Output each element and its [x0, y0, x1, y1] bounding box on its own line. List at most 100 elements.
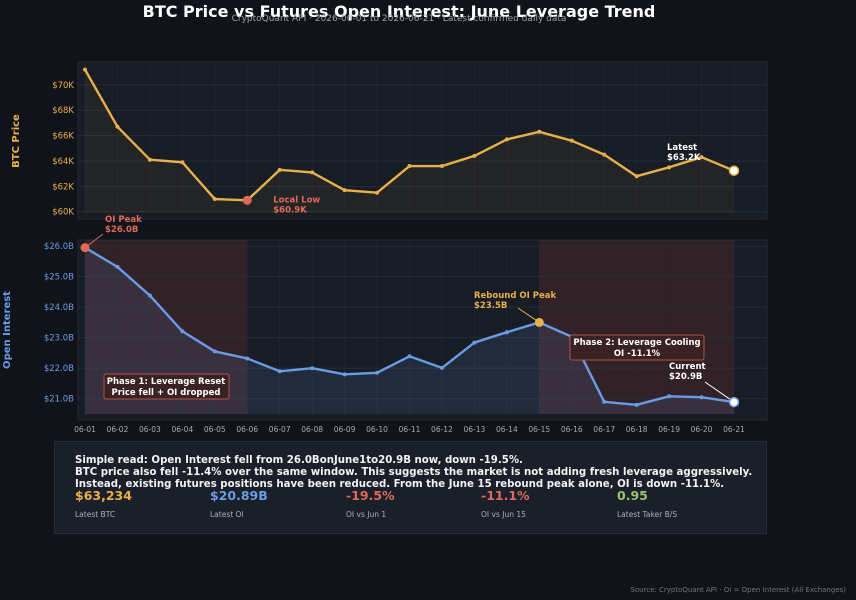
metric-label: Latest BTC	[75, 510, 116, 519]
data-point	[407, 164, 412, 169]
x-tick-label: 06-09	[334, 425, 356, 434]
annotation-arrow	[704, 381, 735, 403]
x-tick-label: 06-08	[301, 425, 323, 434]
metric-value: $20.89B	[210, 488, 268, 503]
local-low-marker	[242, 195, 252, 205]
price-panel	[77, 61, 768, 220]
y-tick-label: $60K	[52, 208, 74, 218]
y-tick-label: $64K	[52, 157, 74, 167]
data-point	[602, 152, 607, 157]
latest-price-marker	[728, 165, 740, 176]
data-point	[602, 399, 607, 404]
phase-title: Phase 2: Leverage Cooling	[573, 338, 700, 348]
annotation-label: Current	[669, 362, 706, 372]
x-tick-label: 06-21	[723, 425, 745, 434]
annotation-label: Rebound OI Peak	[474, 291, 556, 301]
data-point	[310, 366, 315, 371]
phase-2-box	[569, 334, 705, 361]
data-point	[407, 354, 412, 359]
chart-title: BTC Price vs Futures Open Interest: June…	[142, 2, 656, 21]
metric-value: -11.1%	[481, 488, 530, 503]
annotation-value: $63.2K	[667, 153, 701, 163]
y-tick-label: $70K	[52, 81, 74, 91]
y-tick-label: $26.0B	[44, 242, 74, 252]
summary-panel: Simple read: Open Interest fell from 26.…	[54, 441, 767, 534]
data-point	[115, 264, 120, 269]
x-tick-label: 06-04	[171, 425, 193, 434]
x-tick-label: 06-20	[691, 425, 713, 434]
y-tick-label: $23.0B	[44, 334, 74, 344]
annotation-value: $26.0B	[105, 225, 138, 235]
metric-value: 0.95	[617, 488, 648, 503]
phase-detail: Price fell + OI dropped	[112, 388, 221, 398]
x-tick-label: 06-11	[399, 425, 421, 434]
data-point	[83, 67, 87, 72]
data-point	[472, 153, 477, 158]
data-point	[147, 293, 152, 298]
chart-canvas: $60K $62K $64K $66K $68K $70K $21.0B $22.0B $23.…	[2, 61, 768, 434]
x-tick-label: 06-14	[496, 425, 518, 434]
x-tick-label: 06-17	[593, 425, 615, 434]
annotation-label: Latest	[667, 143, 697, 153]
metric-oi-vs-jun1: -19.5% OI vs Jun 1	[346, 488, 395, 519]
annotation-label: Local Low	[273, 195, 320, 205]
metric-label: Latest OI	[210, 510, 244, 519]
annotation-value: $20.9B	[669, 372, 702, 382]
annotation-value: $23.5B	[474, 301, 507, 311]
data-point	[472, 340, 477, 345]
x-tick-label: 06-01	[74, 425, 96, 434]
phase-1-box	[103, 373, 230, 400]
annotation-arrow	[84, 233, 104, 249]
source-note: Source: CryptoQuant API · OI = Open Inte…	[630, 586, 846, 594]
metric-label: OI vs Jun 15	[481, 510, 526, 519]
rebound-peak-marker	[534, 317, 544, 327]
data-point	[245, 356, 250, 361]
data-point	[439, 365, 444, 370]
data-point	[439, 164, 444, 169]
phase-detail: OI -11.1%	[614, 349, 661, 359]
metric-label: Latest Taker B/S	[617, 510, 678, 519]
data-point	[342, 372, 347, 377]
data-point	[180, 160, 185, 165]
data-point	[504, 137, 509, 142]
data-point	[115, 124, 120, 129]
data-point	[310, 170, 315, 175]
data-point	[634, 174, 639, 179]
data-point	[504, 330, 509, 335]
series-area	[85, 69, 734, 213]
y-tick-label: $24.0B	[44, 303, 74, 313]
x-tick-label: 06-18	[626, 425, 648, 434]
y-tick-label: $66K	[52, 132, 74, 142]
x-tick-label: 06-03	[139, 425, 161, 434]
x-tick-label: 06-15	[528, 425, 550, 434]
y-tick-label: $22.0B	[44, 364, 74, 374]
data-point	[667, 394, 672, 399]
current-oi-marker	[728, 396, 740, 408]
data-point	[667, 165, 672, 170]
chart-subtitle: CryptoQuant API · 2026-06-01 to 2026-06-…	[231, 14, 567, 24]
x-tick-label: 06-06	[236, 425, 258, 434]
metric-latest-oi: $20.89B Latest OI	[210, 488, 268, 519]
x-tick-label: 06-02	[107, 425, 129, 434]
data-point	[212, 349, 217, 354]
data-point	[212, 197, 217, 202]
data-point	[342, 188, 347, 193]
metric-label: OI vs Jun 1	[346, 510, 387, 519]
data-point	[699, 155, 704, 160]
metric-value: -19.5%	[346, 488, 395, 503]
data-point	[375, 370, 380, 375]
y-axis-label: BTC Price	[11, 114, 22, 168]
x-tick-label: 06-12	[431, 425, 453, 434]
summary-text: Simple read: Open Interest fell from 26.…	[75, 455, 753, 490]
y-tick-label: $21.0B	[44, 395, 74, 405]
x-tick-label: 06-16	[561, 425, 583, 434]
x-tick-label: 06-13	[464, 425, 486, 434]
data-point	[277, 167, 282, 172]
x-tick-label: 06-10	[366, 425, 388, 434]
data-point	[180, 329, 185, 334]
y-tick-label: $68K	[52, 106, 74, 116]
metric-latest-btc: $63,234 Latest BTC	[75, 488, 132, 519]
data-point	[569, 138, 574, 143]
data-point	[375, 190, 380, 195]
data-point	[277, 369, 282, 374]
